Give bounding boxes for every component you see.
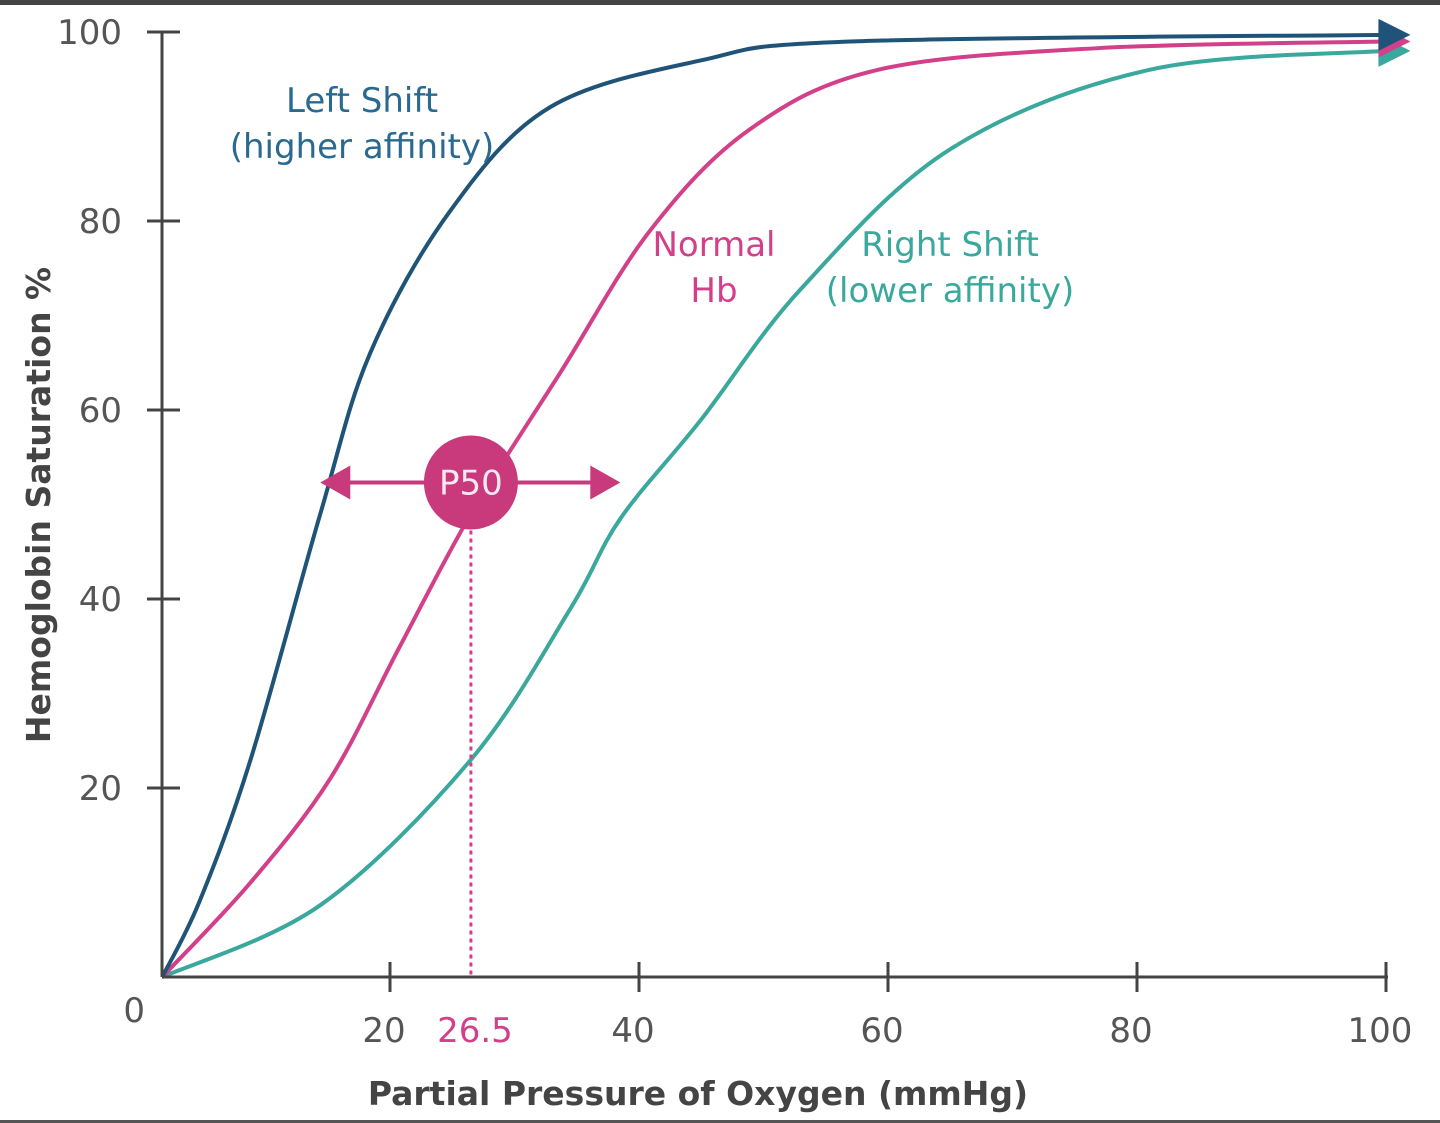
top-border bbox=[0, 0, 1440, 5]
right-shift-label: Right Shift bbox=[861, 225, 1039, 265]
normal-hb-curve bbox=[160, 39, 1385, 979]
x-tick-label: 60 bbox=[860, 1011, 903, 1051]
left-arrowhead-icon bbox=[320, 465, 351, 500]
left-shift-arrowhead bbox=[1378, 18, 1411, 51]
x-tick-label: 100 bbox=[1348, 1011, 1413, 1051]
axes: 20 40 60 80 100 0 20 40 60 80 100 bbox=[57, 13, 1412, 1051]
curves bbox=[160, 18, 1411, 979]
y-tick-label: 60 bbox=[79, 391, 122, 431]
left-shift-label: Left Shift bbox=[286, 81, 438, 121]
right-shift-label: (lower affinity) bbox=[826, 271, 1074, 311]
left-shift-label: (higher affinity) bbox=[230, 127, 495, 167]
normal-hb-label: Normal bbox=[652, 225, 775, 265]
annotations: Left Shift (higher affinity) Normal Hb Right… bbox=[230, 81, 1074, 1051]
y-tick-label: 40 bbox=[79, 580, 122, 620]
p50-label: P50 bbox=[439, 464, 503, 504]
right-arrowhead-icon bbox=[590, 465, 621, 500]
p50-marker bbox=[423, 435, 518, 530]
bottom-border bbox=[0, 1120, 1440, 1123]
normal-hb-label: Hb bbox=[690, 271, 737, 311]
x-axis-label: Partial Pressure of Oxygen (mmHg) bbox=[368, 1074, 1028, 1113]
y-tick-label: 20 bbox=[79, 769, 122, 809]
p50-value-label: 26.5 bbox=[437, 1011, 513, 1051]
left-shift-curve bbox=[160, 32, 1385, 978]
y-tick-label: 100 bbox=[57, 13, 122, 53]
y-axis-label: Hemoglobin Saturation % bbox=[19, 267, 58, 743]
x-tick-label: 20 bbox=[362, 1011, 405, 1051]
y-tick-label: 80 bbox=[79, 202, 122, 242]
x-tick-label: 80 bbox=[1109, 1011, 1152, 1051]
right-shift-curve bbox=[161, 48, 1385, 979]
y-tick-label: 0 bbox=[123, 991, 145, 1031]
x-tick-label: 40 bbox=[611, 1011, 654, 1051]
